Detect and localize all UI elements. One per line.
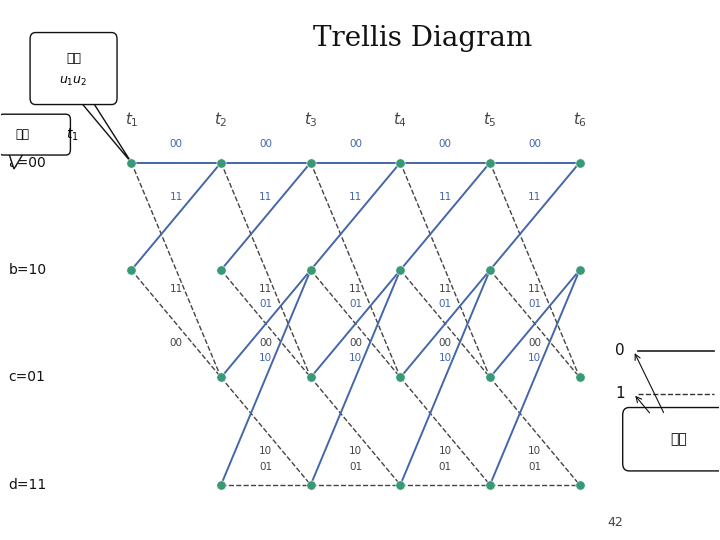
Point (125, 266, 137, 274)
Point (395, 481, 406, 489)
Point (574, 266, 585, 274)
Text: 01: 01 (438, 299, 451, 309)
Text: 11: 11 (170, 285, 183, 294)
Text: 00: 00 (259, 139, 272, 149)
Polygon shape (8, 150, 26, 169)
Text: 입력: 입력 (670, 432, 687, 446)
Text: 00: 00 (438, 338, 451, 348)
Text: 0: 0 (615, 343, 624, 358)
Point (305, 373, 317, 382)
Text: 11: 11 (259, 285, 272, 294)
Text: 10: 10 (528, 353, 541, 363)
Text: 출력: 출력 (66, 52, 81, 65)
Text: 11: 11 (438, 285, 451, 294)
Point (485, 266, 496, 274)
Point (485, 373, 496, 382)
Text: 00: 00 (170, 139, 183, 149)
Point (305, 158, 317, 167)
Text: 00: 00 (528, 338, 541, 348)
Point (215, 266, 227, 274)
Point (395, 158, 406, 167)
Text: 42: 42 (608, 516, 624, 529)
Text: d=11: d=11 (9, 478, 47, 492)
Text: 01: 01 (438, 462, 451, 471)
Point (485, 481, 496, 489)
Text: $t_1$: $t_1$ (125, 110, 138, 129)
Point (305, 481, 317, 489)
Point (574, 373, 585, 382)
Text: 01: 01 (259, 462, 272, 471)
Text: 00: 00 (259, 338, 272, 348)
Text: 10: 10 (528, 446, 541, 456)
Text: 01: 01 (528, 462, 541, 471)
Text: 00: 00 (349, 139, 362, 149)
Text: 11: 11 (438, 192, 451, 202)
Point (215, 481, 227, 489)
Text: $u_1u_2$: $u_1u_2$ (59, 75, 88, 88)
Point (485, 158, 496, 167)
Text: 10: 10 (259, 446, 272, 456)
Text: 10: 10 (438, 353, 451, 363)
Point (395, 266, 406, 274)
Point (574, 158, 585, 167)
Text: a=00: a=00 (9, 156, 46, 170)
Text: 11: 11 (349, 192, 362, 202)
Text: 11: 11 (170, 192, 183, 202)
Text: 01: 01 (528, 299, 541, 309)
Text: 00: 00 (438, 139, 451, 149)
Text: $t_5$: $t_5$ (483, 110, 497, 129)
Point (215, 158, 227, 167)
Text: 01: 01 (349, 299, 362, 309)
Point (305, 266, 317, 274)
Text: 11: 11 (259, 192, 272, 202)
Text: c=01: c=01 (9, 370, 45, 384)
Text: 10: 10 (349, 353, 362, 363)
Text: 00: 00 (170, 338, 183, 348)
Point (395, 373, 406, 382)
Text: 10: 10 (259, 353, 272, 363)
FancyBboxPatch shape (30, 32, 117, 105)
Text: $t_2$: $t_2$ (215, 110, 228, 129)
Text: 01: 01 (349, 462, 362, 471)
Text: $t_6$: $t_6$ (572, 110, 587, 129)
Text: b=10: b=10 (9, 263, 47, 277)
Point (125, 158, 137, 167)
Text: $t_3$: $t_3$ (304, 110, 318, 129)
Text: 00: 00 (528, 139, 541, 149)
Text: 10: 10 (349, 446, 362, 456)
Text: 00: 00 (349, 338, 362, 348)
FancyBboxPatch shape (623, 408, 720, 471)
Text: Trellis Diagram: Trellis Diagram (313, 25, 532, 52)
Text: $t_4$: $t_4$ (393, 110, 408, 129)
Text: 11: 11 (349, 285, 362, 294)
FancyBboxPatch shape (0, 114, 71, 155)
Text: $t_1$: $t_1$ (66, 126, 78, 143)
Text: 상태: 상태 (16, 128, 30, 141)
Point (574, 481, 585, 489)
Text: 10: 10 (438, 446, 451, 456)
Point (215, 373, 227, 382)
Text: 1: 1 (615, 386, 624, 401)
Text: 11: 11 (528, 285, 541, 294)
Polygon shape (77, 98, 131, 163)
Text: 01: 01 (259, 299, 272, 309)
Text: 11: 11 (528, 192, 541, 202)
